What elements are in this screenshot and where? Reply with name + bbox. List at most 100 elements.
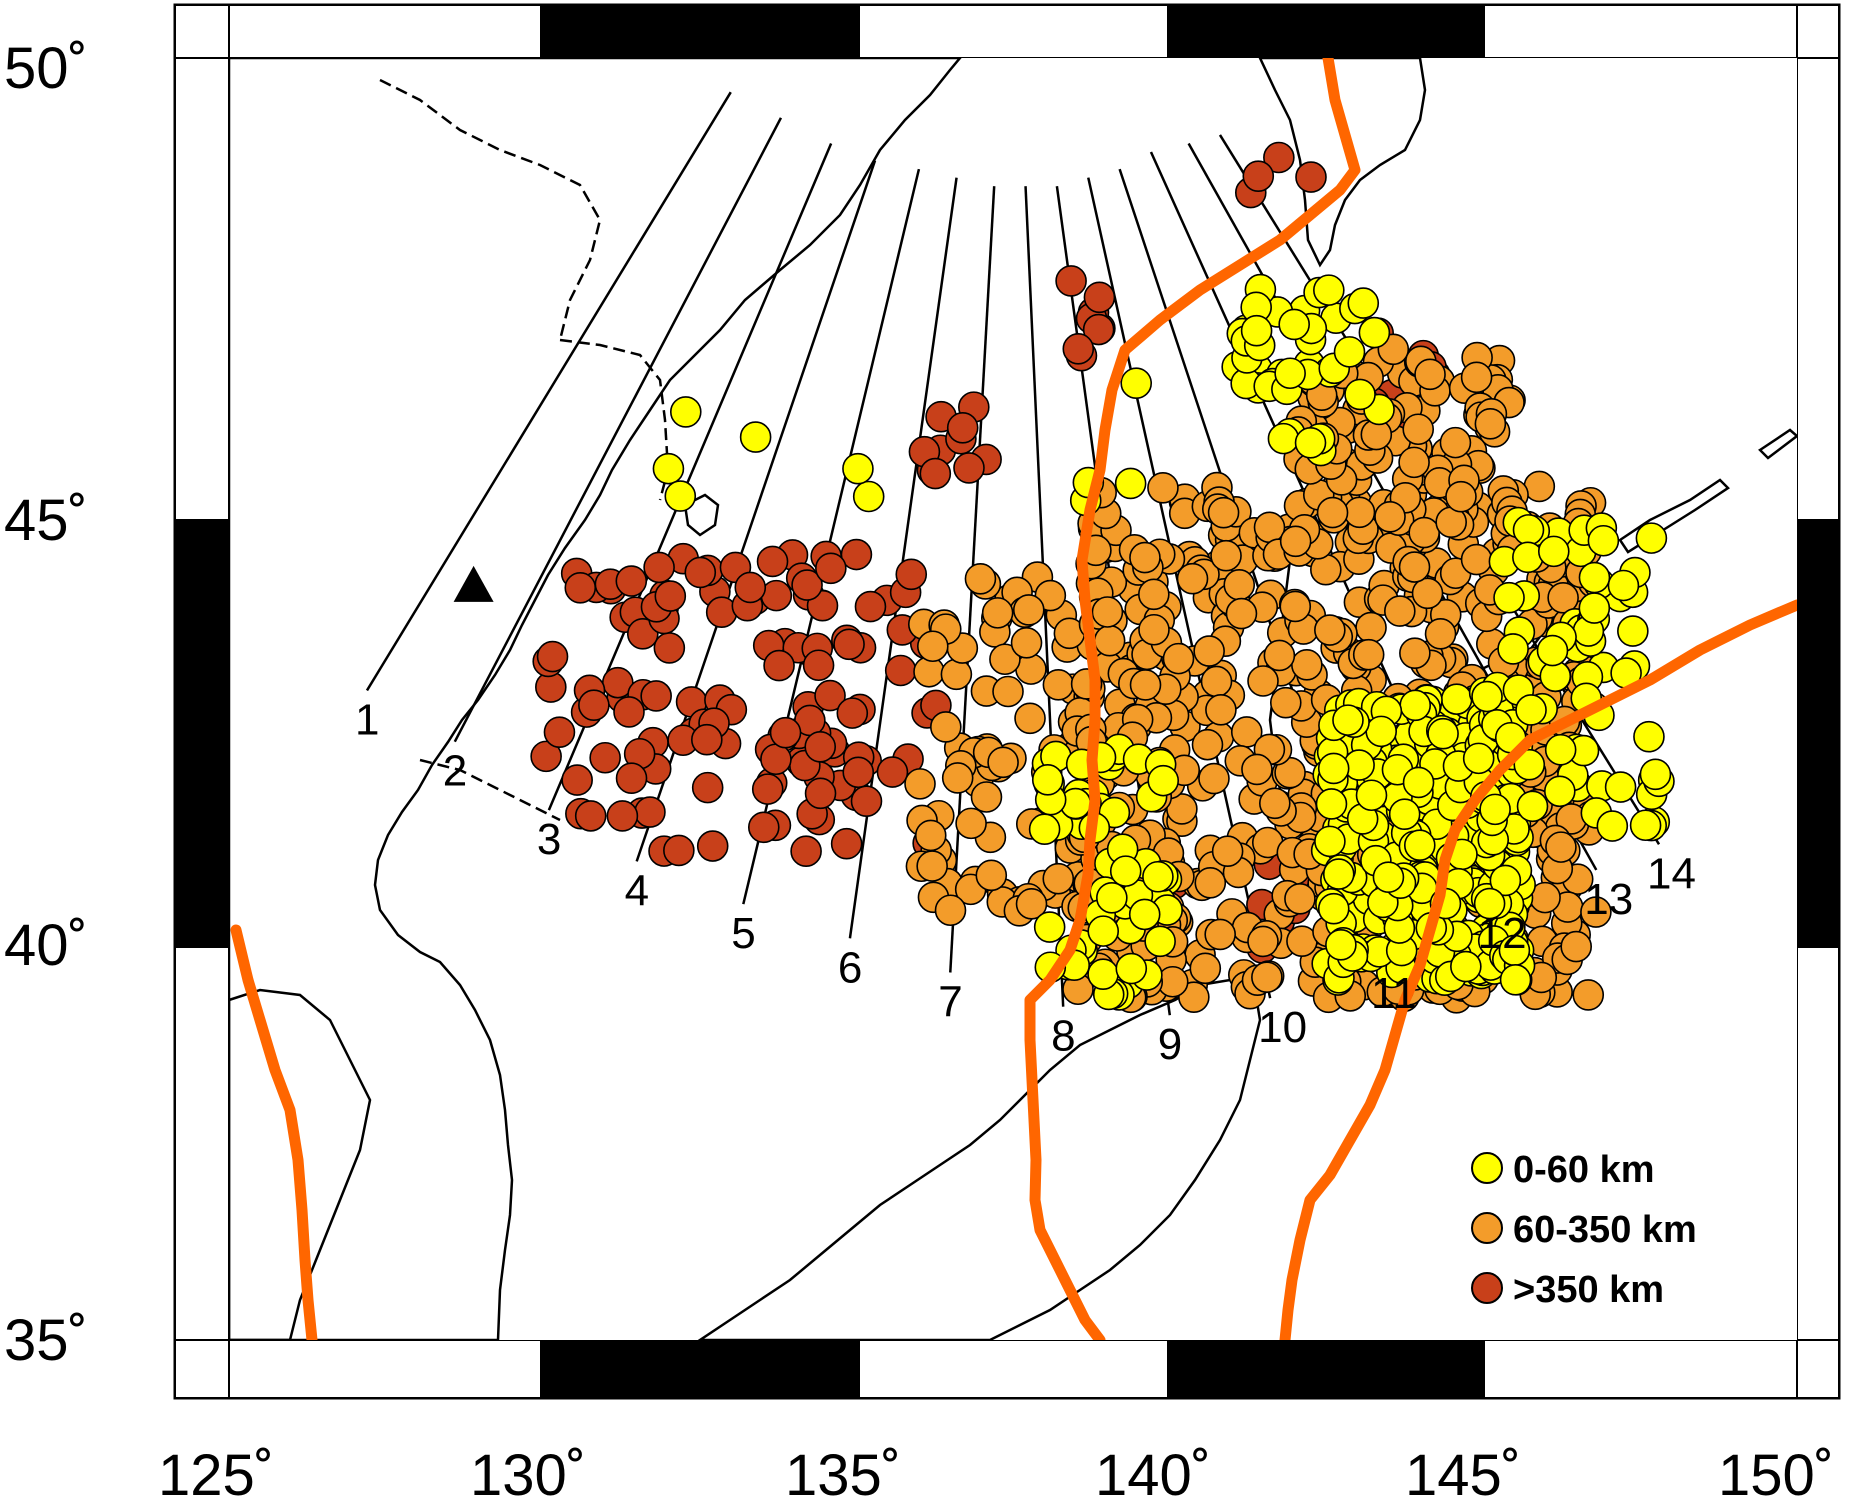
quake-deep bbox=[804, 777, 837, 810]
quake-deep bbox=[696, 830, 729, 862]
lat-tick-50: 50˚ bbox=[4, 36, 88, 101]
quake-intermediate bbox=[1269, 686, 1302, 719]
lat-tick-40: 40˚ bbox=[4, 913, 88, 978]
profile-label-6: 6 bbox=[838, 943, 862, 992]
legend-label-shallow: 0-60 km bbox=[1513, 1149, 1655, 1191]
quake-shallow bbox=[1033, 911, 1066, 943]
quake-intermediate bbox=[1189, 952, 1222, 985]
quake-intermediate bbox=[1439, 426, 1472, 459]
quake-intermediate bbox=[1258, 787, 1291, 820]
quake-shallow bbox=[1240, 314, 1273, 347]
profile-label-13: 13 bbox=[1584, 875, 1633, 924]
quake-deep bbox=[895, 558, 928, 591]
quake-deep bbox=[842, 756, 875, 789]
quake-deep bbox=[791, 569, 823, 601]
quake-intermediate bbox=[1162, 642, 1195, 675]
quake-intermediate bbox=[1402, 413, 1435, 446]
quake-intermediate bbox=[1523, 470, 1556, 503]
quake-shallow bbox=[1344, 378, 1376, 411]
quake-shallow bbox=[1096, 882, 1128, 914]
lon-tick-130: 130˚ bbox=[470, 1443, 586, 1508]
quake-shallow bbox=[1440, 683, 1473, 715]
quake-shallow bbox=[1087, 915, 1120, 947]
quake-shallow bbox=[1617, 615, 1649, 647]
quake-intermediate bbox=[1398, 446, 1430, 479]
quake-shallow bbox=[1031, 764, 1064, 796]
quake-shallow bbox=[1120, 367, 1153, 399]
lon-tick-135: 135˚ bbox=[785, 1443, 901, 1508]
quake-shallow bbox=[1333, 336, 1366, 368]
quake-intermediate bbox=[1399, 637, 1431, 669]
lon-tick-145: 145˚ bbox=[1405, 1443, 1521, 1508]
quake-shallow bbox=[1633, 720, 1665, 753]
quake-intermediate bbox=[1460, 361, 1493, 394]
lon-tick-125: 125˚ bbox=[158, 1443, 274, 1508]
quake-shallow bbox=[1109, 855, 1142, 887]
profile-line-1 bbox=[365, 91, 732, 692]
quake-deep bbox=[654, 580, 687, 612]
quake-intermediate bbox=[1279, 525, 1312, 558]
quake-shallow bbox=[1315, 788, 1348, 820]
quake-shallow bbox=[1587, 524, 1620, 557]
quake-intermediate bbox=[1014, 702, 1046, 735]
quake-intermediate bbox=[1210, 539, 1242, 572]
quake-deep bbox=[919, 457, 952, 490]
quake-intermediate bbox=[975, 859, 1008, 892]
quake-shallow bbox=[652, 452, 685, 485]
quake-intermediate bbox=[1247, 665, 1279, 697]
quake-deep bbox=[663, 834, 695, 867]
quake-deep bbox=[1242, 160, 1275, 192]
quake-deep bbox=[876, 756, 909, 788]
profile-label-7: 7 bbox=[938, 977, 962, 1026]
quake-intermediate bbox=[970, 781, 1003, 813]
quake-deep bbox=[530, 740, 562, 773]
legend-label-intermediate: 60-350 km bbox=[1513, 1209, 1697, 1251]
quake-shallow bbox=[1513, 748, 1546, 781]
quake-shallow bbox=[1317, 892, 1350, 925]
quake-intermediate bbox=[1279, 590, 1312, 623]
quake-deep bbox=[615, 565, 648, 597]
quake-intermediate bbox=[1424, 618, 1457, 650]
quake-intermediate bbox=[987, 746, 1019, 779]
quake-intermediate bbox=[1138, 578, 1170, 611]
quake-shallow bbox=[1512, 541, 1544, 574]
quake-intermediate bbox=[1414, 358, 1446, 391]
plate-boundaries bbox=[230, 58, 1797, 1340]
quake-shallow bbox=[1427, 717, 1459, 750]
quake-shallow bbox=[1402, 766, 1435, 799]
quake-deep bbox=[589, 741, 621, 774]
quake-shallow bbox=[1322, 858, 1355, 890]
quake-intermediate bbox=[1129, 669, 1162, 701]
profile-label-14: 14 bbox=[1647, 849, 1696, 898]
land-honshu bbox=[697, 978, 1262, 1340]
quake-shallow bbox=[1332, 704, 1364, 736]
quake-deep bbox=[763, 649, 795, 682]
land-korea-west bbox=[229, 988, 372, 1340]
plate-boundary-west bbox=[230, 924, 318, 1340]
quake-deep bbox=[1055, 265, 1087, 297]
quake-intermediate bbox=[1291, 649, 1323, 681]
quake-shallow bbox=[1142, 860, 1174, 893]
quake-shallow bbox=[1607, 569, 1640, 602]
quake-deep bbox=[613, 696, 645, 728]
quake-shallow bbox=[1403, 829, 1436, 862]
quake-intermediate bbox=[1460, 543, 1493, 576]
quake-intermediate bbox=[940, 658, 973, 691]
quake-shallow bbox=[1489, 864, 1522, 897]
quake-intermediate bbox=[1012, 594, 1045, 626]
profile-label-8: 8 bbox=[1051, 1012, 1075, 1061]
quake-shallow bbox=[1544, 733, 1577, 766]
quake-intermediate bbox=[1176, 562, 1209, 595]
quake-intermediate bbox=[1091, 596, 1124, 628]
quake-shallow bbox=[1313, 274, 1345, 306]
quake-intermediate bbox=[1191, 728, 1224, 761]
quake-shallow bbox=[1144, 925, 1176, 958]
plate-boundary-japan-sea bbox=[1024, 58, 1361, 1340]
quake-deep bbox=[684, 556, 717, 589]
quake-shallow bbox=[1115, 952, 1148, 985]
quake-shallow bbox=[1578, 592, 1611, 624]
lat-tick-45: 45˚ bbox=[4, 488, 88, 553]
quake-deep bbox=[1082, 313, 1115, 346]
quake-intermediate bbox=[1042, 668, 1075, 701]
quake-shallow bbox=[1347, 287, 1380, 319]
